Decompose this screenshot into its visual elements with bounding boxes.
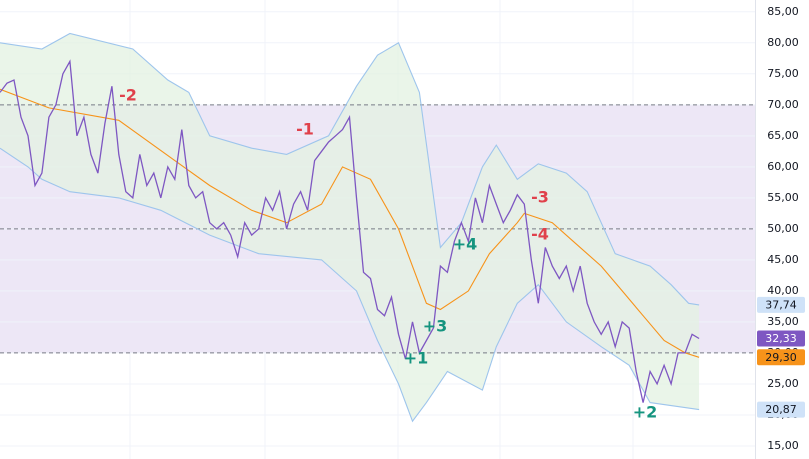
signal-annotation: -3 xyxy=(531,188,549,207)
y-tick-label: 60,00 xyxy=(767,160,799,173)
y-tick-label: 80,00 xyxy=(767,36,799,49)
signal-annotation: -4 xyxy=(531,225,549,244)
y-tick-label: 65,00 xyxy=(767,129,799,142)
y-tick-label: 55,00 xyxy=(767,191,799,204)
series-line xyxy=(0,59,700,403)
series-line xyxy=(0,32,700,306)
y-tick-label: 85,00 xyxy=(767,5,799,18)
price-badge xyxy=(757,330,805,347)
y-tick-label: 40,00 xyxy=(767,284,799,297)
price-badge-label: 29,30 xyxy=(765,351,797,364)
y-tick-label: 45,00 xyxy=(767,253,799,266)
series-line xyxy=(0,147,700,423)
price-badge-label: 20,87 xyxy=(765,403,797,416)
y-tick-label: 75,00 xyxy=(767,67,799,80)
y-tick-label: 25,00 xyxy=(767,377,799,390)
price-badge xyxy=(757,349,805,366)
signal-annotation: +1 xyxy=(404,349,429,368)
series-line xyxy=(0,88,700,358)
signal-annotation: +2 xyxy=(633,403,658,422)
signal-annotation: -2 xyxy=(119,86,137,105)
price-badge xyxy=(757,401,805,418)
y-tick-label: 50,00 xyxy=(767,222,799,235)
y-tick-label: 35,00 xyxy=(767,315,799,328)
y-tick-label: 70,00 xyxy=(767,98,799,111)
price-badge xyxy=(757,296,805,313)
y-tick-label: 15,00 xyxy=(767,439,799,452)
price-badge-label: 37,74 xyxy=(765,298,797,311)
band-fill xyxy=(0,33,700,422)
signal-annotation: +3 xyxy=(423,317,448,336)
signal-annotation: +4 xyxy=(453,235,478,254)
price-badge-label: 32,33 xyxy=(765,332,797,345)
signal-annotation: -1 xyxy=(296,120,314,139)
